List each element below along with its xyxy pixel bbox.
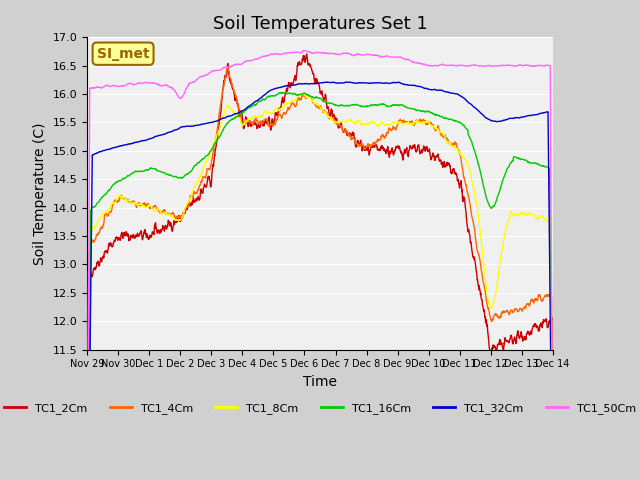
Text: SI_met: SI_met [97, 47, 149, 60]
Legend: TC1_2Cm, TC1_4Cm, TC1_8Cm, TC1_16Cm, TC1_32Cm, TC1_50Cm: TC1_2Cm, TC1_4Cm, TC1_8Cm, TC1_16Cm, TC1… [0, 399, 640, 419]
Y-axis label: Soil Temperature (C): Soil Temperature (C) [33, 122, 47, 264]
Title: Soil Temperatures Set 1: Soil Temperatures Set 1 [212, 15, 428, 33]
X-axis label: Time: Time [303, 375, 337, 389]
